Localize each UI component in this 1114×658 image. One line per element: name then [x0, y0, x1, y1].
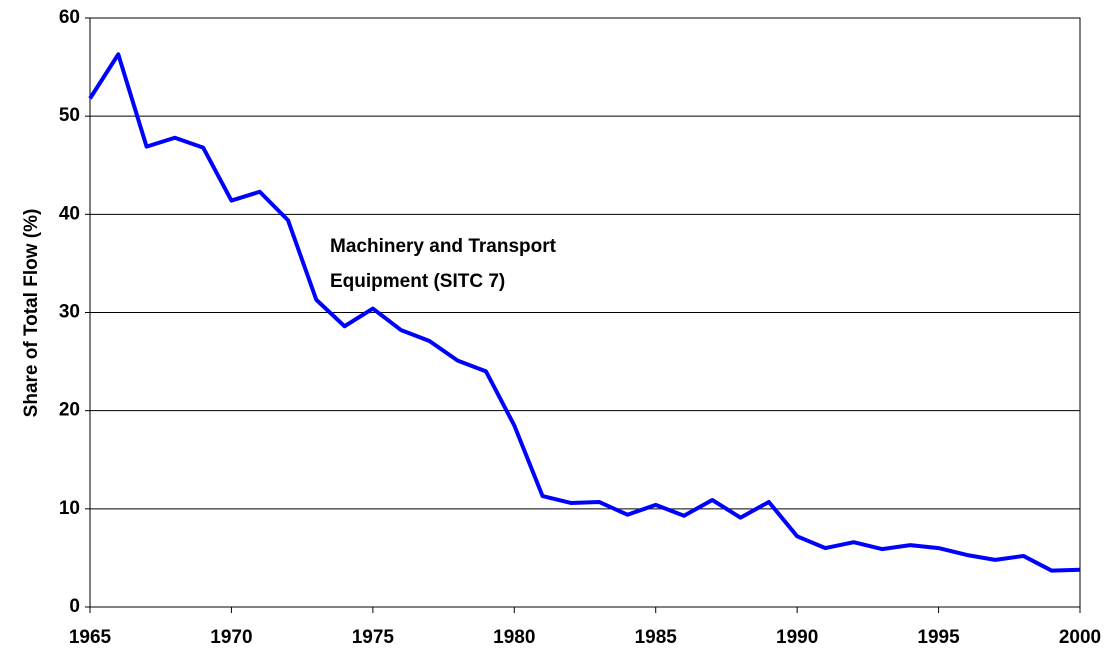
x-tick-label: 1975: [352, 627, 395, 648]
annotation: Equipment (SITC 7): [330, 271, 505, 292]
y-tick-label: 0: [69, 596, 80, 617]
line-series: [88, 52, 1081, 573]
y-tick-label: 30: [59, 302, 80, 323]
x-tick-label: 1980: [493, 627, 535, 648]
x-tick-label: 1965: [69, 627, 112, 648]
y-tick-label: 50: [59, 105, 80, 126]
y-tick-label: 40: [59, 203, 80, 224]
x-tick-label: 1985: [635, 627, 678, 648]
y-tick-label: 10: [59, 498, 80, 519]
plot-frame: [89, 17, 1081, 608]
x-tick-label: 1995: [917, 627, 960, 648]
y-tick-label: 60: [59, 7, 80, 28]
y-tick-label: 20: [59, 400, 80, 421]
annotation: Machinery and Transport: [330, 236, 557, 257]
x-tick-label: 1970: [210, 627, 252, 648]
x-tick-label: 1990: [776, 627, 818, 648]
x-tick-label: 2000: [1059, 627, 1101, 648]
y-axis-label: Share of Total Flow (%): [21, 209, 42, 418]
